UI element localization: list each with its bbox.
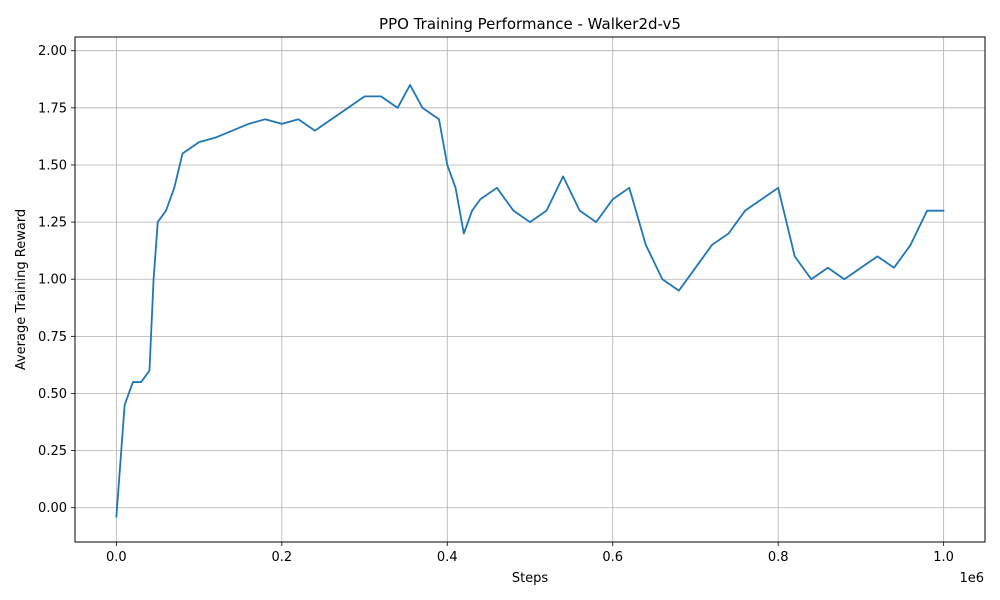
- y-tick-label: 0.75: [38, 330, 67, 345]
- x-tick-label: 0.0: [106, 550, 127, 565]
- y-tick-label: 1.50: [38, 158, 67, 173]
- y-axis-label: Average Training Reward: [14, 209, 29, 370]
- y-tick-label: 0.00: [38, 501, 67, 516]
- grid: [75, 37, 985, 542]
- y-tick-label: 1.00: [38, 273, 67, 288]
- x-tick-label: 0.4: [437, 550, 458, 565]
- y-tick-label: 0.25: [38, 444, 67, 459]
- x-axis-offset-label: 1e6: [959, 571, 984, 586]
- x-axis-label: Steps: [512, 571, 549, 586]
- x-tick-label: 0.8: [768, 550, 789, 565]
- y-axis: 0.00 0.25 0.50 0.75 1.00 1.25 1.50 1.75 2.00: [38, 44, 75, 516]
- plot-lines: [115, 84, 945, 518]
- x-tick-label: 1.0: [933, 550, 954, 565]
- x-tick-label: 0.6: [602, 550, 623, 565]
- y-tick-label: 0.50: [38, 387, 67, 402]
- x-tick-label: 0.2: [271, 550, 292, 565]
- series-line: [115, 84, 945, 518]
- y-tick-label: 1.75: [38, 101, 67, 116]
- x-axis: 0.0 0.2 0.4 0.6 0.8 1.0: [106, 542, 954, 565]
- plot-frame: [74, 36, 986, 543]
- y-tick-label: 2.00: [38, 44, 67, 59]
- chart-title: PPO Training Performance - Walker2d-v5: [379, 15, 681, 33]
- y-tick-label: 1.25: [38, 216, 67, 231]
